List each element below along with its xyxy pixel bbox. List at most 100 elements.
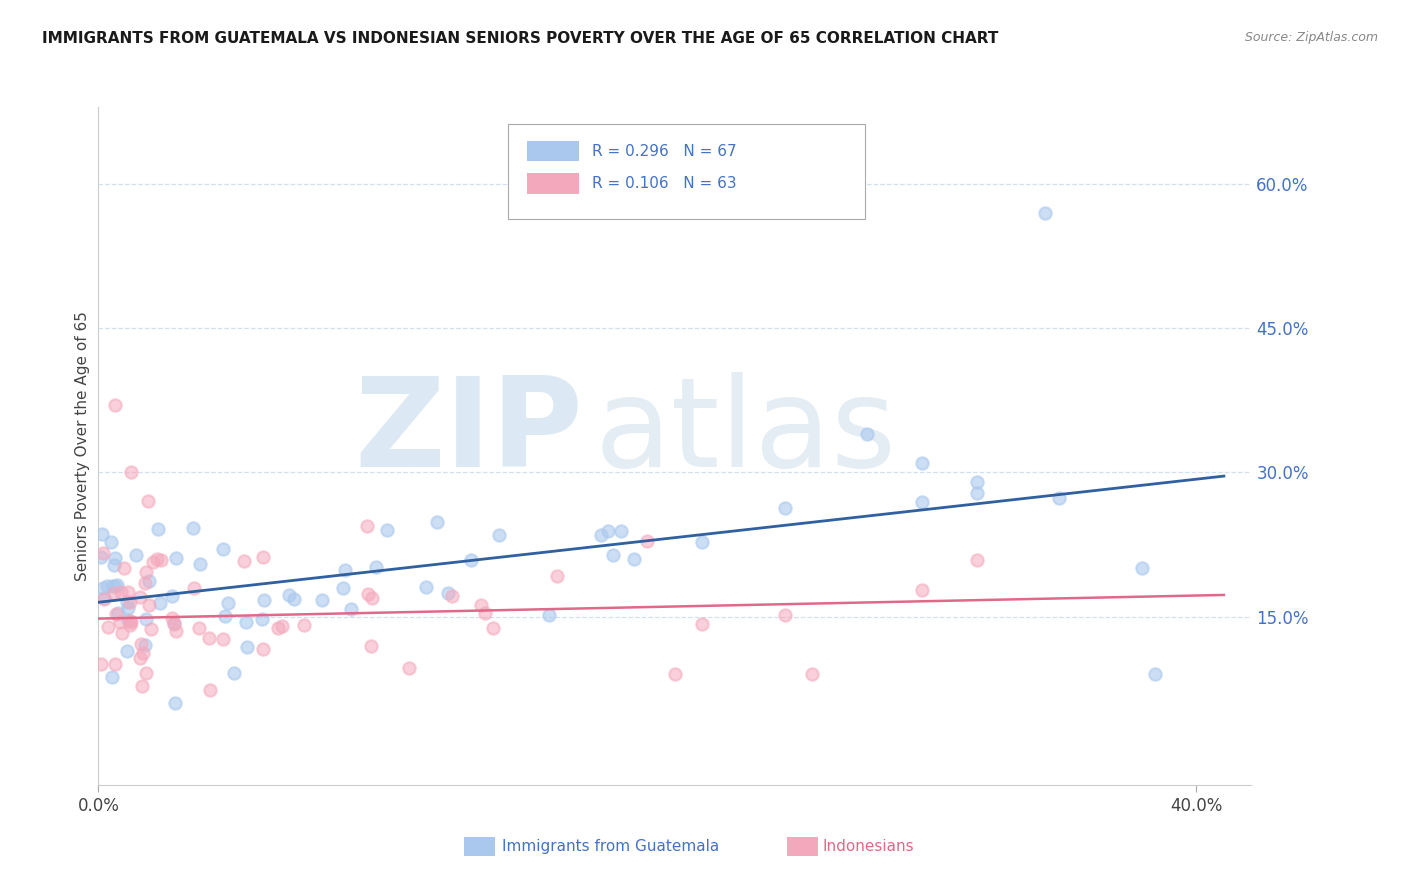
Point xyxy=(356,519,378,533)
Point xyxy=(90,550,112,565)
Point xyxy=(117,585,139,599)
Point xyxy=(120,595,142,609)
Point xyxy=(163,617,186,632)
Point xyxy=(356,587,378,601)
Point xyxy=(96,579,118,593)
Point xyxy=(118,618,141,632)
Bar xyxy=(527,141,579,161)
Text: R = 0.296   N = 67: R = 0.296 N = 67 xyxy=(592,144,737,159)
Point xyxy=(165,624,187,639)
Point xyxy=(187,621,209,635)
Point xyxy=(120,466,142,480)
Point xyxy=(591,527,613,541)
Text: atlas: atlas xyxy=(595,372,896,493)
Point xyxy=(214,609,236,624)
Point xyxy=(93,581,115,595)
Point xyxy=(596,524,619,538)
Point xyxy=(437,586,460,600)
Point xyxy=(135,665,157,680)
Point xyxy=(250,612,273,626)
Point xyxy=(636,533,658,548)
Point xyxy=(163,616,186,631)
Point xyxy=(93,592,115,607)
Point xyxy=(440,589,463,603)
Point xyxy=(856,427,879,442)
Point xyxy=(112,561,135,575)
Point xyxy=(283,591,305,606)
Point xyxy=(120,614,142,628)
Point xyxy=(91,546,114,560)
Point xyxy=(224,665,246,680)
Point xyxy=(117,613,139,627)
Point xyxy=(610,524,633,538)
Point xyxy=(212,632,235,646)
Point xyxy=(482,622,505,636)
Point xyxy=(165,551,187,566)
Point xyxy=(311,593,333,607)
Point xyxy=(773,500,796,515)
Point xyxy=(474,606,496,620)
Point xyxy=(125,548,148,562)
Point xyxy=(131,679,153,693)
Point xyxy=(232,554,254,568)
Point xyxy=(120,615,142,629)
Point xyxy=(217,596,239,610)
Point xyxy=(623,552,645,566)
Point xyxy=(426,516,449,530)
Point xyxy=(136,494,159,508)
Point xyxy=(375,523,398,537)
Point xyxy=(107,607,129,621)
Point xyxy=(292,618,315,632)
Point xyxy=(966,475,988,489)
Point xyxy=(101,579,124,593)
Text: R = 0.106   N = 63: R = 0.106 N = 63 xyxy=(592,176,737,191)
Point xyxy=(104,398,127,412)
Point xyxy=(97,619,120,633)
Bar xyxy=(527,173,579,194)
Y-axis label: Seniors Poverty Over the Age of 65: Seniors Poverty Over the Age of 65 xyxy=(75,311,90,581)
Point xyxy=(149,596,172,610)
Point xyxy=(104,657,127,672)
Point xyxy=(150,552,173,566)
Point xyxy=(197,631,219,645)
Point xyxy=(692,616,714,631)
Point xyxy=(105,607,128,621)
Point xyxy=(537,608,560,623)
Point xyxy=(212,541,235,556)
Point xyxy=(165,696,187,710)
Point xyxy=(360,639,382,653)
Point xyxy=(911,456,934,470)
Point xyxy=(146,522,169,536)
Point xyxy=(93,591,115,605)
Point xyxy=(398,660,420,674)
Point xyxy=(134,576,156,591)
Point xyxy=(115,595,138,609)
Point xyxy=(340,601,363,615)
Point xyxy=(488,528,510,542)
Point xyxy=(278,588,301,602)
Point xyxy=(90,657,112,671)
Point xyxy=(198,682,221,697)
Point xyxy=(135,565,157,579)
Point xyxy=(236,640,259,654)
Point xyxy=(361,591,384,606)
Point xyxy=(1130,561,1153,575)
Point xyxy=(253,593,276,607)
Point xyxy=(134,638,156,652)
Text: Indonesians: Indonesians xyxy=(823,839,914,854)
Point xyxy=(128,651,150,665)
Point xyxy=(104,551,127,566)
Point xyxy=(188,558,211,572)
Point xyxy=(235,615,257,629)
Point xyxy=(966,485,988,500)
Point xyxy=(364,560,387,574)
Point xyxy=(460,553,482,567)
Point xyxy=(415,580,437,594)
Point xyxy=(145,551,167,566)
Point xyxy=(692,534,714,549)
Point xyxy=(664,667,686,681)
Point xyxy=(1035,206,1057,220)
Text: Immigrants from Guatemala: Immigrants from Guatemala xyxy=(502,839,720,854)
Point xyxy=(132,646,155,660)
Text: IMMIGRANTS FROM GUATEMALA VS INDONESIAN SENIORS POVERTY OVER THE AGE OF 65 CORRE: IMMIGRANTS FROM GUATEMALA VS INDONESIAN … xyxy=(42,31,998,46)
